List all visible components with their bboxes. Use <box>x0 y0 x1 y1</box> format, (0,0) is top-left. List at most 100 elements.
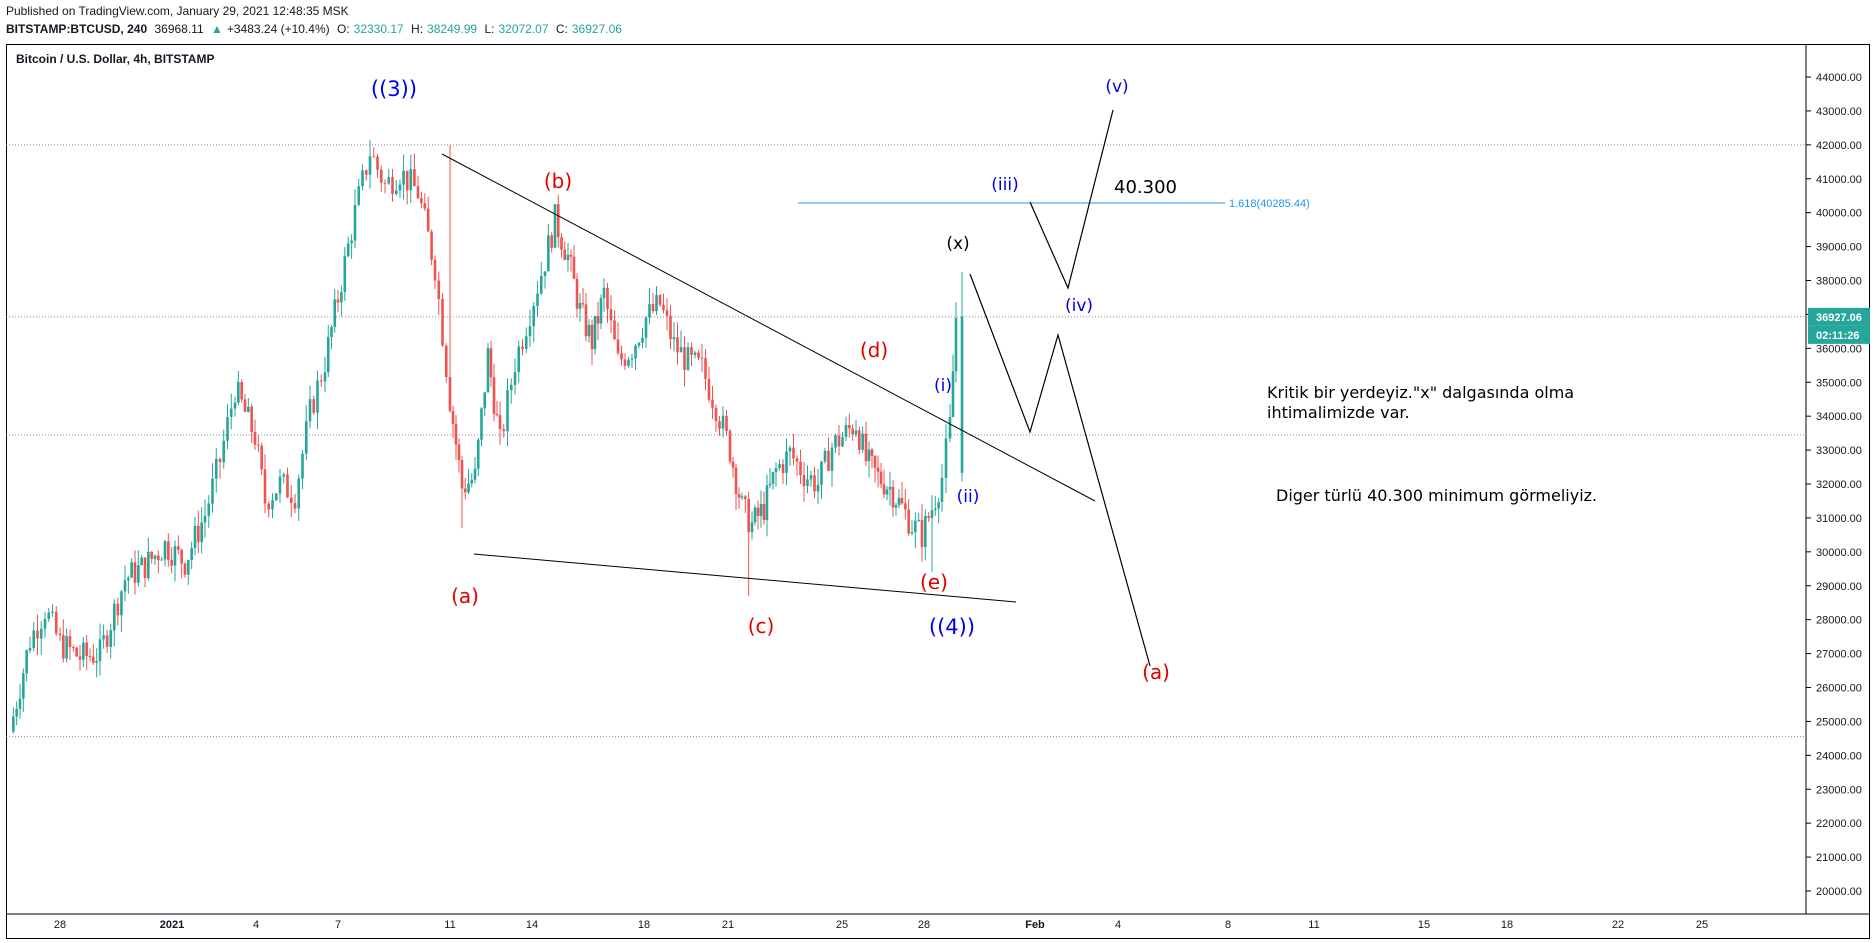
candle-body <box>247 406 250 412</box>
candle-body <box>683 347 686 371</box>
candle-body <box>550 235 553 248</box>
x-tick-label: 11 <box>1308 919 1319 931</box>
candle-body <box>451 411 455 424</box>
candle-body <box>756 507 760 516</box>
candle-body <box>233 402 237 409</box>
candle-body <box>123 580 127 592</box>
candle-body <box>387 177 391 184</box>
wave-label-i: (i) <box>934 376 952 396</box>
candle-body <box>795 458 799 462</box>
candle-body <box>728 431 732 462</box>
x-tick-label: 28 <box>54 919 66 931</box>
candle-body <box>910 532 914 534</box>
candle-body <box>937 502 940 509</box>
candle-body <box>253 432 257 445</box>
candle-body <box>521 346 524 349</box>
candle-body <box>734 467 738 495</box>
x-tick-label: 8 <box>1225 919 1231 931</box>
candle-body <box>72 647 75 649</box>
candle-body <box>267 503 271 510</box>
chart-title: Bitcoin / U.S. Dollar, 4h, BITSTAMP <box>16 52 214 66</box>
candle-body <box>566 254 570 260</box>
candle-body <box>934 508 937 511</box>
candle-body <box>312 399 316 413</box>
candle-body <box>271 500 274 510</box>
wave-label-d: (d) <box>860 338 888 362</box>
candle-body <box>160 559 163 561</box>
candle-body <box>98 639 102 662</box>
candle-body <box>157 555 160 561</box>
candle-body <box>343 256 347 292</box>
candle-body <box>721 415 725 429</box>
candle-body <box>809 475 813 480</box>
candle-body <box>109 630 113 647</box>
candle-body <box>584 304 588 337</box>
y-tick-label: 22000.00 <box>1816 818 1862 830</box>
target-label: 40.300 <box>1114 177 1177 198</box>
candle-body <box>323 372 327 382</box>
candle-body <box>587 324 591 337</box>
chart-header: Published on TradingView.com, January 29… <box>0 0 1876 44</box>
candle-body <box>599 298 603 324</box>
candle-body <box>383 182 387 184</box>
candle-body <box>848 424 851 429</box>
candle-body <box>102 635 105 640</box>
candle-body <box>851 428 854 435</box>
candle-body <box>841 436 844 447</box>
candle-body <box>900 497 904 504</box>
candle-body <box>590 324 594 350</box>
candle-body <box>655 295 658 311</box>
low-label: L: <box>484 22 495 36</box>
candle-body <box>167 541 170 560</box>
x-tick-label: 2021 <box>160 919 184 931</box>
y-tick-label: 25000.00 <box>1816 716 1862 728</box>
candle-body <box>350 240 353 244</box>
trendline-lower <box>473 553 1017 603</box>
x-tick-label: 22 <box>1612 919 1624 931</box>
candle-body <box>596 315 600 324</box>
wave-label-4: ((4)) <box>929 615 975 639</box>
candle-body <box>12 716 15 732</box>
candle-body <box>951 371 955 417</box>
candle-body <box>301 453 304 479</box>
x-tick-label: 7 <box>335 919 341 931</box>
candle-body <box>744 496 747 499</box>
candle-body <box>226 416 229 441</box>
candle-body <box>575 278 579 309</box>
candle-body <box>509 384 513 391</box>
candle-body <box>888 486 892 490</box>
candle-body <box>153 555 157 559</box>
close-label: C: <box>555 22 568 36</box>
candle-body <box>460 460 464 489</box>
candle-body <box>707 378 711 400</box>
candle-body <box>163 541 167 560</box>
note-text-line2: ihtimalimizde var. <box>1267 403 1410 422</box>
candle-body <box>602 287 606 299</box>
y-tick-label: 40000.00 <box>1816 208 1862 220</box>
candle-body <box>927 515 930 519</box>
candle-body <box>837 435 841 447</box>
chart-frame[interactable] <box>6 44 1870 939</box>
y-tick-label: 27000.00 <box>1816 649 1862 661</box>
candle-body <box>147 551 150 579</box>
y-tick-label: 43000.00 <box>1816 106 1862 118</box>
candle-body <box>353 204 357 241</box>
y-tick-label: 31000.00 <box>1816 513 1862 525</box>
y-tick-label: 34000.00 <box>1816 411 1862 423</box>
candle-body <box>423 203 427 209</box>
candle-body <box>173 546 177 566</box>
candle-body <box>237 381 240 403</box>
symbol-label: BITSTAMP:BTCUSD, 240 <box>6 22 148 36</box>
candle-body <box>894 505 898 508</box>
change-arrow: ▲ <box>210 22 223 36</box>
x-tick-label: Feb <box>1025 919 1045 931</box>
wave-label-a: (a) <box>451 584 479 608</box>
candle-body <box>750 522 754 533</box>
y-tick-label: 32000.00 <box>1816 479 1862 491</box>
wave-label-3: ((3)) <box>371 77 417 101</box>
candle-body <box>489 348 493 378</box>
candle-body <box>68 636 72 648</box>
candle-body <box>774 467 778 472</box>
candle-body <box>788 447 792 452</box>
